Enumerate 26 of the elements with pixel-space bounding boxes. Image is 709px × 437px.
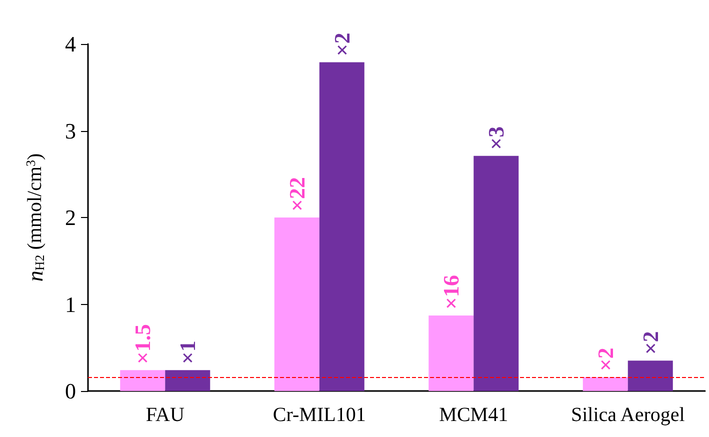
bar: [274, 218, 320, 391]
x-tick-label: Cr-MIL101: [272, 404, 366, 426]
annotation: ×2: [592, 348, 618, 372]
annotation: ×16: [438, 274, 464, 310]
bar: [428, 316, 474, 391]
annotation: ×2: [638, 331, 663, 355]
annotation: ×1.5: [130, 324, 156, 364]
x-tick-label: FAU: [146, 404, 185, 426]
y-tick-label: 0: [65, 378, 76, 404]
bar: [165, 370, 210, 391]
annotation: ×22: [284, 176, 310, 212]
y-tick-label: 1: [65, 292, 76, 317]
y-tick-label: 2: [65, 205, 76, 230]
annotation: ×3: [484, 126, 509, 150]
x-tick-label: Silica Aerogel: [570, 404, 686, 426]
bar: [474, 156, 519, 391]
bar: [319, 62, 364, 391]
y-axis-title: nH2 (mmol/cm3): [22, 153, 48, 282]
bar: [628, 360, 673, 391]
bar: [120, 370, 166, 391]
annotation: ×2: [329, 32, 354, 56]
y-tick-label: 4: [65, 32, 76, 56]
y-tick-label: 3: [65, 118, 76, 144]
bar: [582, 377, 628, 391]
x-tick-label: MCM41: [439, 404, 508, 426]
annotation: ×1: [175, 340, 200, 364]
